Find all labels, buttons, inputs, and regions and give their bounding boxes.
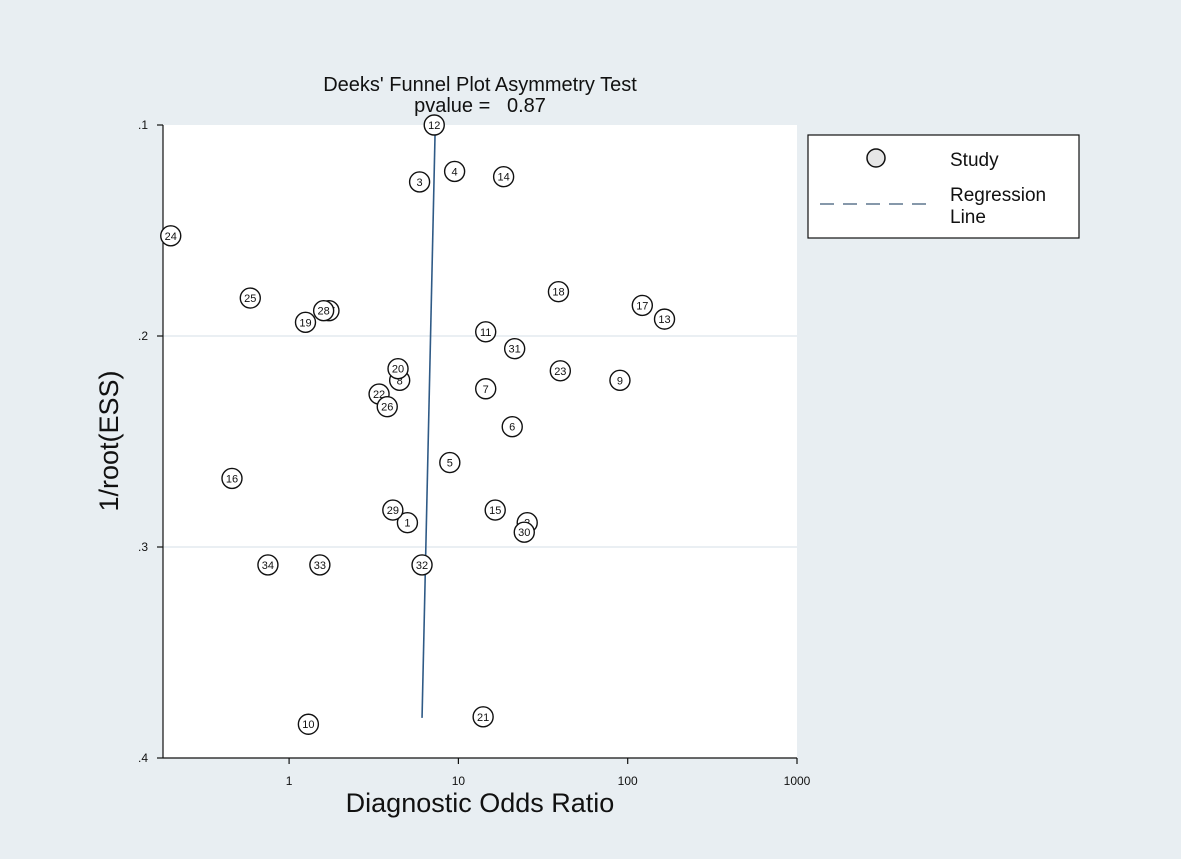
study-point-label-11: 11 [480,327,491,339]
study-point-label-5: 5 [447,458,453,470]
study-point-label-20: 20 [392,364,404,376]
legend-regression-label-line1: Regression [950,185,1046,206]
study-point-11 [475,321,497,343]
x-tick-label-1: 10 [452,774,466,788]
study-point-label-28: 28 [318,306,330,318]
x-tick-label-3: 1000 [784,774,811,788]
chart-subtitle: pvalue = 0.87 [414,95,546,117]
study-point-label-32: 32 [416,560,428,572]
study-point-14 [492,165,515,188]
study-point-label-8: 8 [397,375,403,387]
study-point-label-13: 13 [658,314,670,326]
study-point-24 [160,225,182,247]
study-point-13 [653,308,676,330]
study-point-label-14: 14 [497,172,509,184]
study-point-20 [387,358,409,380]
study-point-label-16: 16 [226,473,238,485]
study-point-label-25: 25 [244,293,256,305]
study-point-label-1: 1 [404,518,410,530]
study-point-21 [472,706,494,728]
x-tick-label-2: 100 [618,774,638,788]
study-points: 1234567891011121314151617181920212223242… [160,114,676,735]
study-point-23 [549,360,572,382]
plot-area [163,125,797,758]
study-point-label-7: 7 [483,384,489,396]
chart-title: Deeks' Funnel Plot Asymmetry Test [323,74,637,96]
study-point-label-6: 6 [509,422,515,434]
study-point-label-12: 12 [428,120,440,132]
y-tick-label-0: .1 [138,118,148,132]
study-point-label-33: 33 [314,560,326,572]
study-point-label-30: 30 [518,527,530,539]
study-point-label-18: 18 [552,287,564,299]
study-point-label-17: 17 [636,300,648,312]
study-point-16 [221,467,243,490]
study-point-9 [609,369,631,392]
study-point-label-19: 19 [299,317,311,329]
study-point-12 [423,114,445,136]
y-tick-label-2: .3 [138,540,148,554]
study-point-26 [376,395,398,418]
study-point-34 [257,554,279,576]
study-point-28 [312,299,335,322]
study-point-label-26: 26 [381,402,393,414]
legend-box [807,134,1080,239]
study-point-label-15: 15 [489,505,501,517]
y-tick-label-3: .4 [138,751,148,765]
study-point-33 [309,554,331,576]
regression-line [421,124,437,718]
study-point-31 [503,337,526,360]
study-point-10 [297,713,320,735]
study-point-label-23: 23 [554,366,566,378]
study-point-19 [294,311,317,333]
study-point-label-3: 3 [417,177,423,189]
study-point-7 [475,378,497,400]
x-tick-label-0: 1 [286,774,293,788]
legend-regression-label-line2: Line [950,207,986,228]
study-point-15 [484,499,506,521]
study-point-32 [411,554,433,576]
study-point-label-34: 34 [262,560,274,572]
study-point-30 [513,521,535,543]
study-point-label-31: 31 [509,344,521,356]
study-point-17 [631,294,654,317]
study-point-6 [501,416,523,438]
study-point-label-29: 29 [387,505,399,517]
study-point-18 [547,280,570,303]
study-point-25 [239,287,261,309]
study-point-1 [396,512,419,534]
legend-study-marker [866,148,886,168]
y-tick-label-1: .2 [138,329,148,343]
study-point-3 [408,171,431,193]
study-point-label-4: 4 [452,166,458,178]
y-axis-label: 1/root(ESS) [94,370,124,511]
study-point-29 [382,499,404,521]
legend: Study Regression Line [807,134,1080,239]
x-axis-label: Diagnostic Odds Ratio [346,788,615,818]
study-point-label-9: 9 [617,375,623,387]
study-point-5 [439,451,461,474]
study-point-label-10: 10 [302,719,314,731]
regression-line-group [421,124,437,718]
study-point-4 [443,160,466,183]
legend-study-label: Study [950,150,999,171]
study-point-label-21: 21 [477,712,489,724]
study-point-label-24: 24 [165,231,177,243]
